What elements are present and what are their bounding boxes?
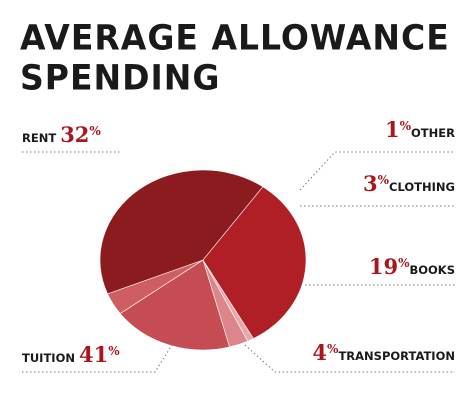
- slice-name: OTHER: [411, 126, 455, 140]
- slice-label-clothing: 3%CLOTHING: [363, 171, 455, 196]
- slice-percent: 3: [363, 171, 378, 196]
- slice-name: RENT: [22, 131, 60, 145]
- slice-percent: 32: [60, 122, 89, 147]
- pie-slice-tuition: [99, 169, 264, 295]
- slice-name: TRANSPORTATION: [338, 349, 455, 363]
- slice-name: CLOTHING: [389, 180, 455, 194]
- slice-percent: 1: [385, 117, 400, 142]
- slice-label-transportation: 4%TRANSPORTATION: [312, 340, 455, 365]
- slice-name: BOOKS: [409, 263, 455, 277]
- leader-line-transportation: [244, 344, 455, 373]
- slice-name: TUITION: [22, 351, 79, 365]
- chart-title: Average Allowance Spending: [20, 16, 450, 98]
- slice-label-books: 19%BOOKS: [369, 254, 455, 279]
- slice-percent: 19: [369, 254, 398, 279]
- slice-label-rent: RENT 32%: [22, 122, 101, 147]
- pie-slice-books: [119, 259, 230, 351]
- pie-slice-rent: [202, 186, 307, 339]
- leader-line-other: [299, 151, 455, 191]
- slice-percent: 4: [312, 340, 327, 365]
- slice-label-other: 1%OTHER: [385, 117, 455, 142]
- slice-percent: 41: [79, 342, 108, 367]
- slice-label-tuition: TUITION 41%: [22, 342, 120, 367]
- leader-line-tuition: [22, 339, 176, 373]
